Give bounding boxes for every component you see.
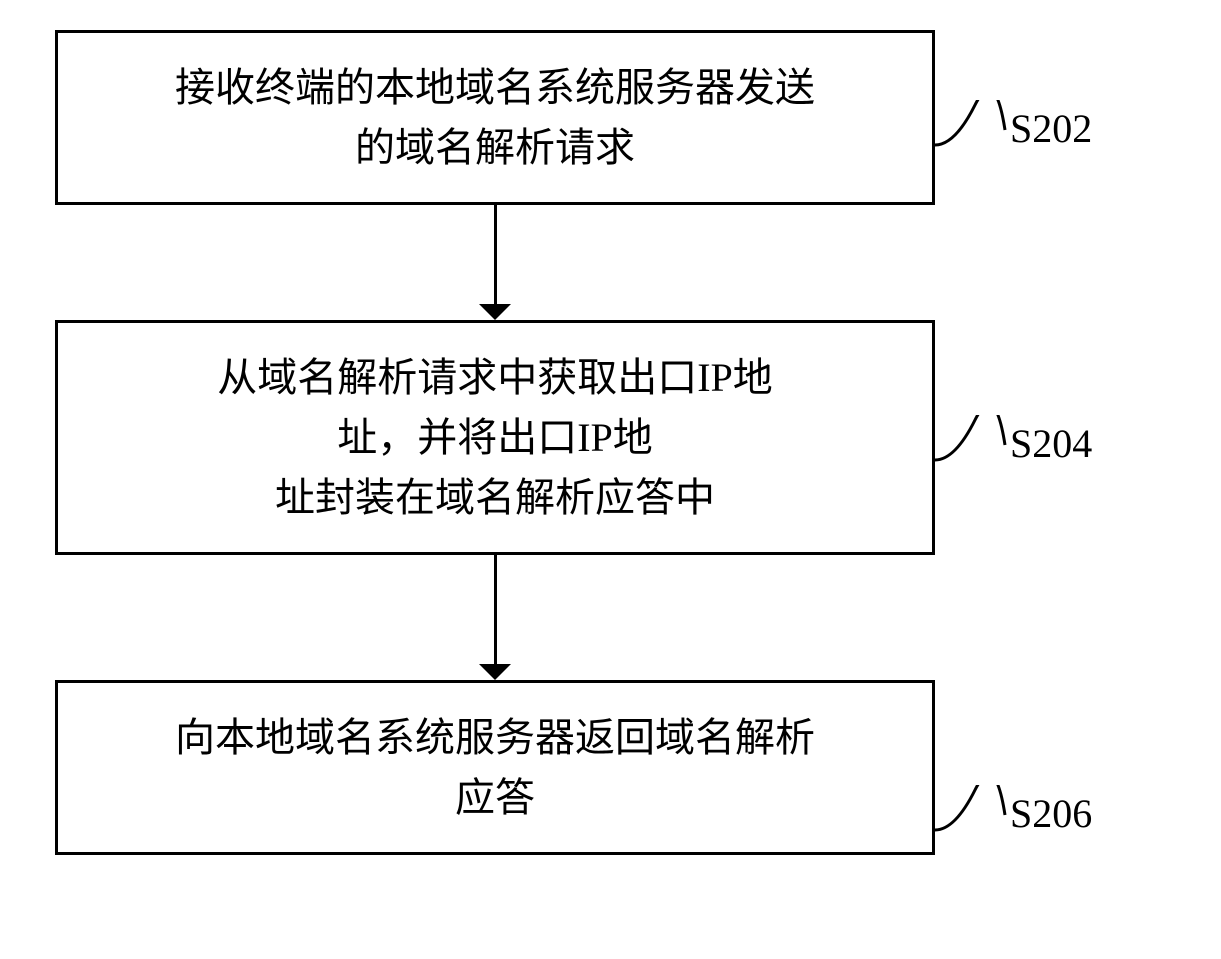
flowchart-node-n3: 向本地域名系统服务器返回域名解析 应答 [55,680,935,855]
node-label-n3: S206 [1010,790,1092,837]
node-label-n1: S202 [1010,105,1092,152]
node-label-n2: S204 [1010,420,1092,467]
connector-n1 [930,100,1010,150]
edge-arrowhead-1 [479,664,511,680]
connector-n2 [930,415,1010,465]
flowchart-node-n1: 接收终端的本地域名系统服务器发送 的域名解析请求 [55,30,935,205]
edge-arrowhead-0 [479,304,511,320]
flowchart-canvas: 接收终端的本地域名系统服务器发送 的域名解析请求 S202 从域名解析请求中获取出口… [0,0,1221,959]
connector-n3 [930,785,1010,835]
edge-line-1 [494,555,497,664]
node-text: 从域名解析请求中获取出口IP地 址，并将出口IP地 址封装在域名解析应答中 [217,348,773,528]
edge-line-0 [494,205,497,304]
node-text: 接收终端的本地域名系统服务器发送 的域名解析请求 [175,58,815,178]
node-text: 向本地域名系统服务器返回域名解析 应答 [175,708,815,828]
flowchart-node-n2: 从域名解析请求中获取出口IP地 址，并将出口IP地 址封装在域名解析应答中 [55,320,935,555]
